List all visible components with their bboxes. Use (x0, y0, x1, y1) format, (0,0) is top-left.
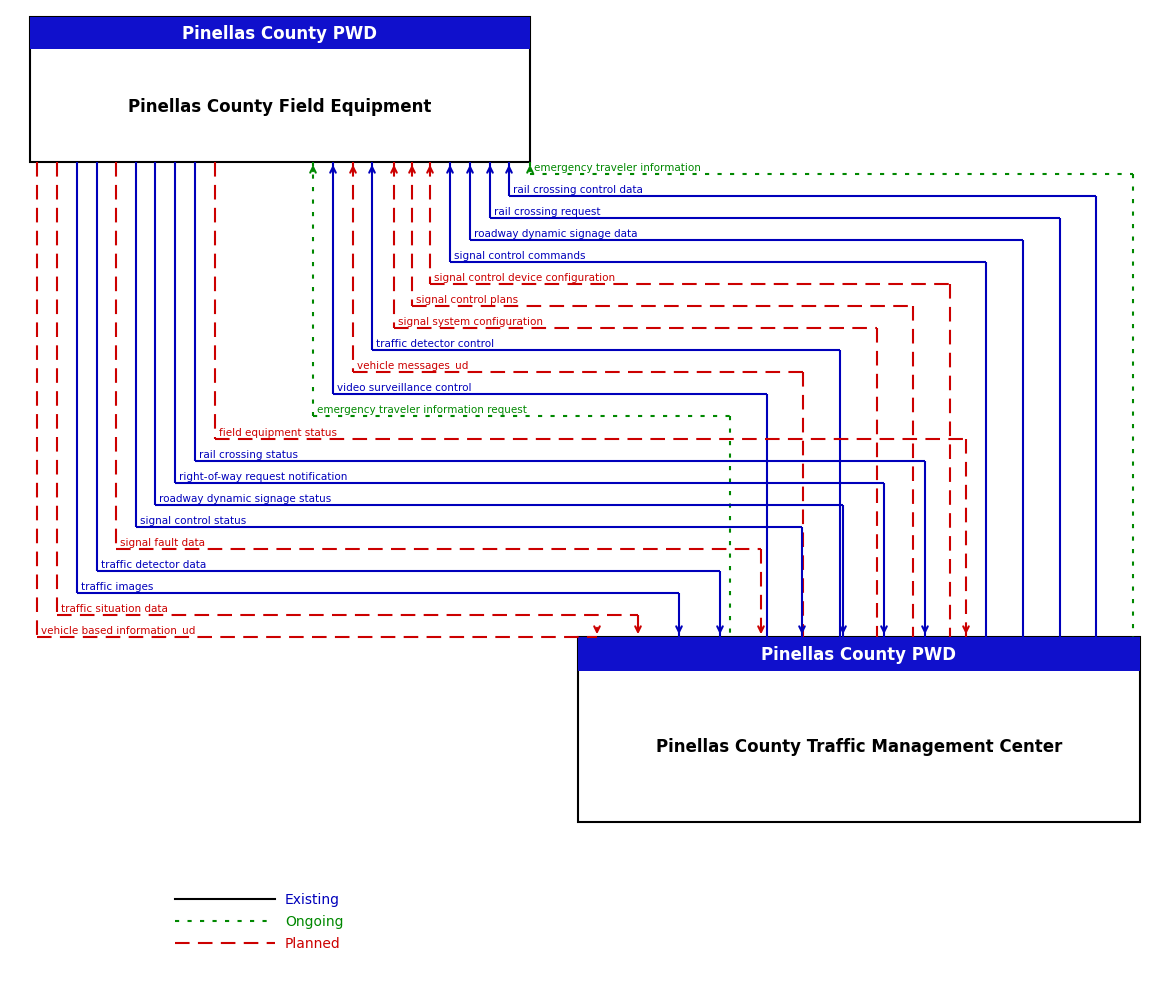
Text: video surveillance control: video surveillance control (337, 383, 472, 393)
Text: traffic situation data: traffic situation data (61, 603, 168, 613)
Text: roadway dynamic signage data: roadway dynamic signage data (474, 228, 637, 238)
Text: emergency traveler information request: emergency traveler information request (318, 405, 527, 415)
Text: signal system configuration: signal system configuration (398, 317, 544, 327)
Text: Ongoing: Ongoing (285, 914, 343, 928)
Text: signal fault data: signal fault data (121, 537, 205, 547)
Text: right-of-way request notification: right-of-way request notification (178, 472, 348, 482)
Text: vehicle messages_ud: vehicle messages_ud (357, 360, 468, 371)
Bar (30, 18, 530, 163)
Text: Pinellas County PWD: Pinellas County PWD (761, 645, 956, 663)
Text: rail crossing request: rail crossing request (494, 206, 600, 216)
Text: field equipment status: field equipment status (219, 428, 337, 438)
Bar (578, 637, 1140, 671)
Text: traffic detector control: traffic detector control (376, 339, 494, 349)
Text: signal control status: signal control status (140, 515, 246, 525)
Text: traffic detector data: traffic detector data (101, 559, 206, 569)
Text: Planned: Planned (285, 936, 341, 950)
Text: emergency traveler information: emergency traveler information (534, 163, 701, 172)
Text: traffic images: traffic images (81, 581, 153, 591)
Text: vehicle based information_ud: vehicle based information_ud (41, 624, 196, 635)
Text: signal control plans: signal control plans (416, 295, 518, 305)
Text: Pinellas County Field Equipment: Pinellas County Field Equipment (129, 97, 431, 115)
Text: rail crossing control data: rail crossing control data (513, 184, 643, 194)
Text: Existing: Existing (285, 892, 340, 906)
Text: signal control device configuration: signal control device configuration (433, 273, 615, 283)
Text: signal control commands: signal control commands (454, 250, 585, 261)
Text: Pinellas County PWD: Pinellas County PWD (182, 25, 378, 43)
Bar (578, 637, 1140, 823)
Text: rail crossing status: rail crossing status (199, 450, 298, 460)
Text: Pinellas County Traffic Management Center: Pinellas County Traffic Management Cente… (656, 737, 1062, 756)
Text: roadway dynamic signage status: roadway dynamic signage status (159, 494, 331, 503)
Bar (30, 18, 530, 50)
